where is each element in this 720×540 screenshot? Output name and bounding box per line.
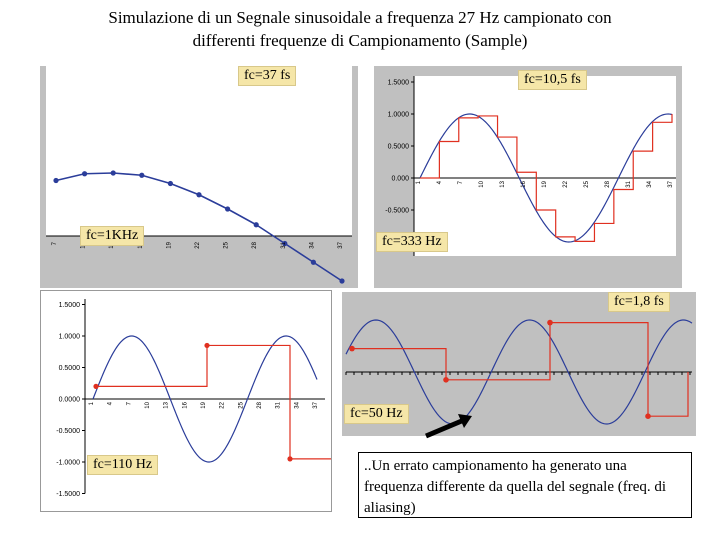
sample-point-0: [349, 345, 355, 352]
x-tick-label: 19: [542, 180, 548, 187]
x-tick-label: 10: [145, 401, 151, 408]
x-tick-label: 37: [313, 401, 319, 408]
y-tick-label: 0.5000: [388, 144, 410, 151]
x-tick-label: 25: [238, 401, 244, 408]
chart-fc-50hz: [345, 319, 693, 425]
x-tick-label: 19: [201, 401, 207, 408]
x-tick-label: 28: [252, 241, 258, 248]
label-fc-10-5fs: fc=10,5 fs: [518, 70, 587, 90]
sample-point-3: [139, 172, 145, 178]
label-fc-50hz: fc=50 Hz: [344, 404, 409, 424]
sampled-staircase: [420, 114, 673, 242]
y-tick-label: 1.5000: [388, 80, 410, 87]
chart-panel-fc-110hz: 1.5000 1.0000 0.5000 0.0000 -0.5000 -1.0000 -1…: [40, 290, 332, 512]
y-tick-label: 1.0000: [388, 112, 410, 119]
x-tick-label: 7: [52, 241, 58, 245]
chart-fc-333hz: 1.50001.00000.50000.000-0.5000-1.0000147…: [385, 76, 676, 256]
x-tick-label: 1: [89, 401, 95, 405]
sample-point-7: [253, 222, 259, 228]
arrow-icon: [425, 414, 472, 439]
sample-point-2: [110, 170, 116, 176]
sample-point-0: [53, 177, 59, 184]
sample-point-4: [167, 180, 173, 187]
x-tick-label: 16: [182, 401, 188, 408]
slide-title: Simulazione di un Segnale sinusoidale a …: [0, 6, 720, 52]
label-fc-333hz: fc=333 Hz: [376, 232, 448, 252]
x-tick-label: 31: [276, 401, 282, 408]
x-tick-label: 4: [437, 180, 443, 184]
x-tick-label: 25: [224, 241, 230, 248]
sampled-staircase: [352, 322, 689, 417]
y-tick-label: -0.5000: [56, 428, 80, 435]
x-tick-label: 37: [338, 241, 344, 248]
sampled-staircase: [96, 344, 331, 460]
y-tick-label: 1.0000: [59, 334, 81, 341]
sample-point-6: [225, 206, 231, 212]
sample-point-8: [282, 240, 288, 247]
y-tick-label: -1.0000: [56, 460, 80, 467]
x-tick-label: 16: [521, 180, 527, 187]
x-tick-label: 13: [500, 180, 506, 187]
x-tick-label: 22: [195, 241, 201, 248]
plot-area: [414, 76, 676, 256]
x-tick-label: 1: [416, 180, 422, 184]
x-tick-label: 10: [479, 180, 485, 187]
sample-point-3: [645, 413, 651, 419]
title-line-1: Simulazione di un Segnale sinusoidale a …: [108, 8, 612, 27]
x-tick-label: 4: [108, 401, 114, 405]
x-tick-label: 37: [668, 180, 674, 187]
y-tick-label: 0.5000: [59, 365, 81, 372]
x-tick-label: 22: [563, 180, 569, 187]
y-tick-label: -1.5000: [56, 491, 80, 498]
x-tick-label: 13: [164, 401, 170, 408]
plot-area: [46, 66, 352, 236]
sample-point-1: [82, 171, 88, 177]
signal-line: [419, 113, 673, 243]
aliasing-note: ..Un errato campionamento ha generato un…: [358, 452, 692, 518]
x-tick-label: 28: [257, 401, 263, 408]
title-line-2: differenti frequenze di Campionamento (S…: [192, 31, 528, 50]
x-tick-label: 34: [309, 241, 315, 248]
signal-line: [92, 335, 318, 463]
y-tick-label: 0.000: [391, 176, 409, 183]
sample-point-0: [93, 383, 99, 389]
label-fc-37fs: fc=37 fs: [238, 66, 297, 86]
x-tick-label: 31: [281, 241, 287, 248]
sample-point-1: [443, 377, 449, 383]
label-fc-1-8fs: fc=1,8 fs: [608, 292, 670, 312]
x-tick-label: 7: [126, 401, 132, 405]
signal-line: [345, 319, 693, 425]
x-tick-label: 7: [458, 180, 464, 184]
sample-point-1: [204, 342, 210, 349]
y-tick-label: 1.5000: [59, 302, 81, 309]
chart-panel-fc-50hz: fc=1,8 fs fc=50 Hz: [342, 292, 696, 436]
y-tick-label: -0.5000: [385, 208, 409, 215]
chart-fc-110hz: 1.5000 1.0000 0.5000 0.0000 -0.5000 -1.0000 -1…: [56, 299, 331, 498]
x-tick-label: 19: [166, 241, 172, 248]
chart-panel-fc-333hz: 1.50001.00000.50000.000-0.5000-1.0000147…: [374, 66, 682, 288]
label-fc-1khz: fc=1KHz: [80, 226, 145, 246]
x-tick-label: 22: [220, 401, 226, 408]
x-tick-label: 25: [584, 180, 590, 187]
x-tick-label: 34: [647, 180, 653, 187]
label-fc-110hz: fc=110 Hz: [87, 455, 159, 475]
sample-point-2: [287, 456, 293, 462]
x-tick-label: 31: [626, 180, 632, 187]
x-tick-label: 28: [605, 180, 611, 187]
sample-point-2: [547, 319, 553, 326]
sample-point-5: [196, 192, 202, 198]
x-tick-label: 34: [294, 401, 300, 408]
sample-point-10: [339, 278, 345, 284]
y-tick-label: 0.0000: [59, 397, 81, 404]
sample-point-9: [310, 259, 316, 265]
